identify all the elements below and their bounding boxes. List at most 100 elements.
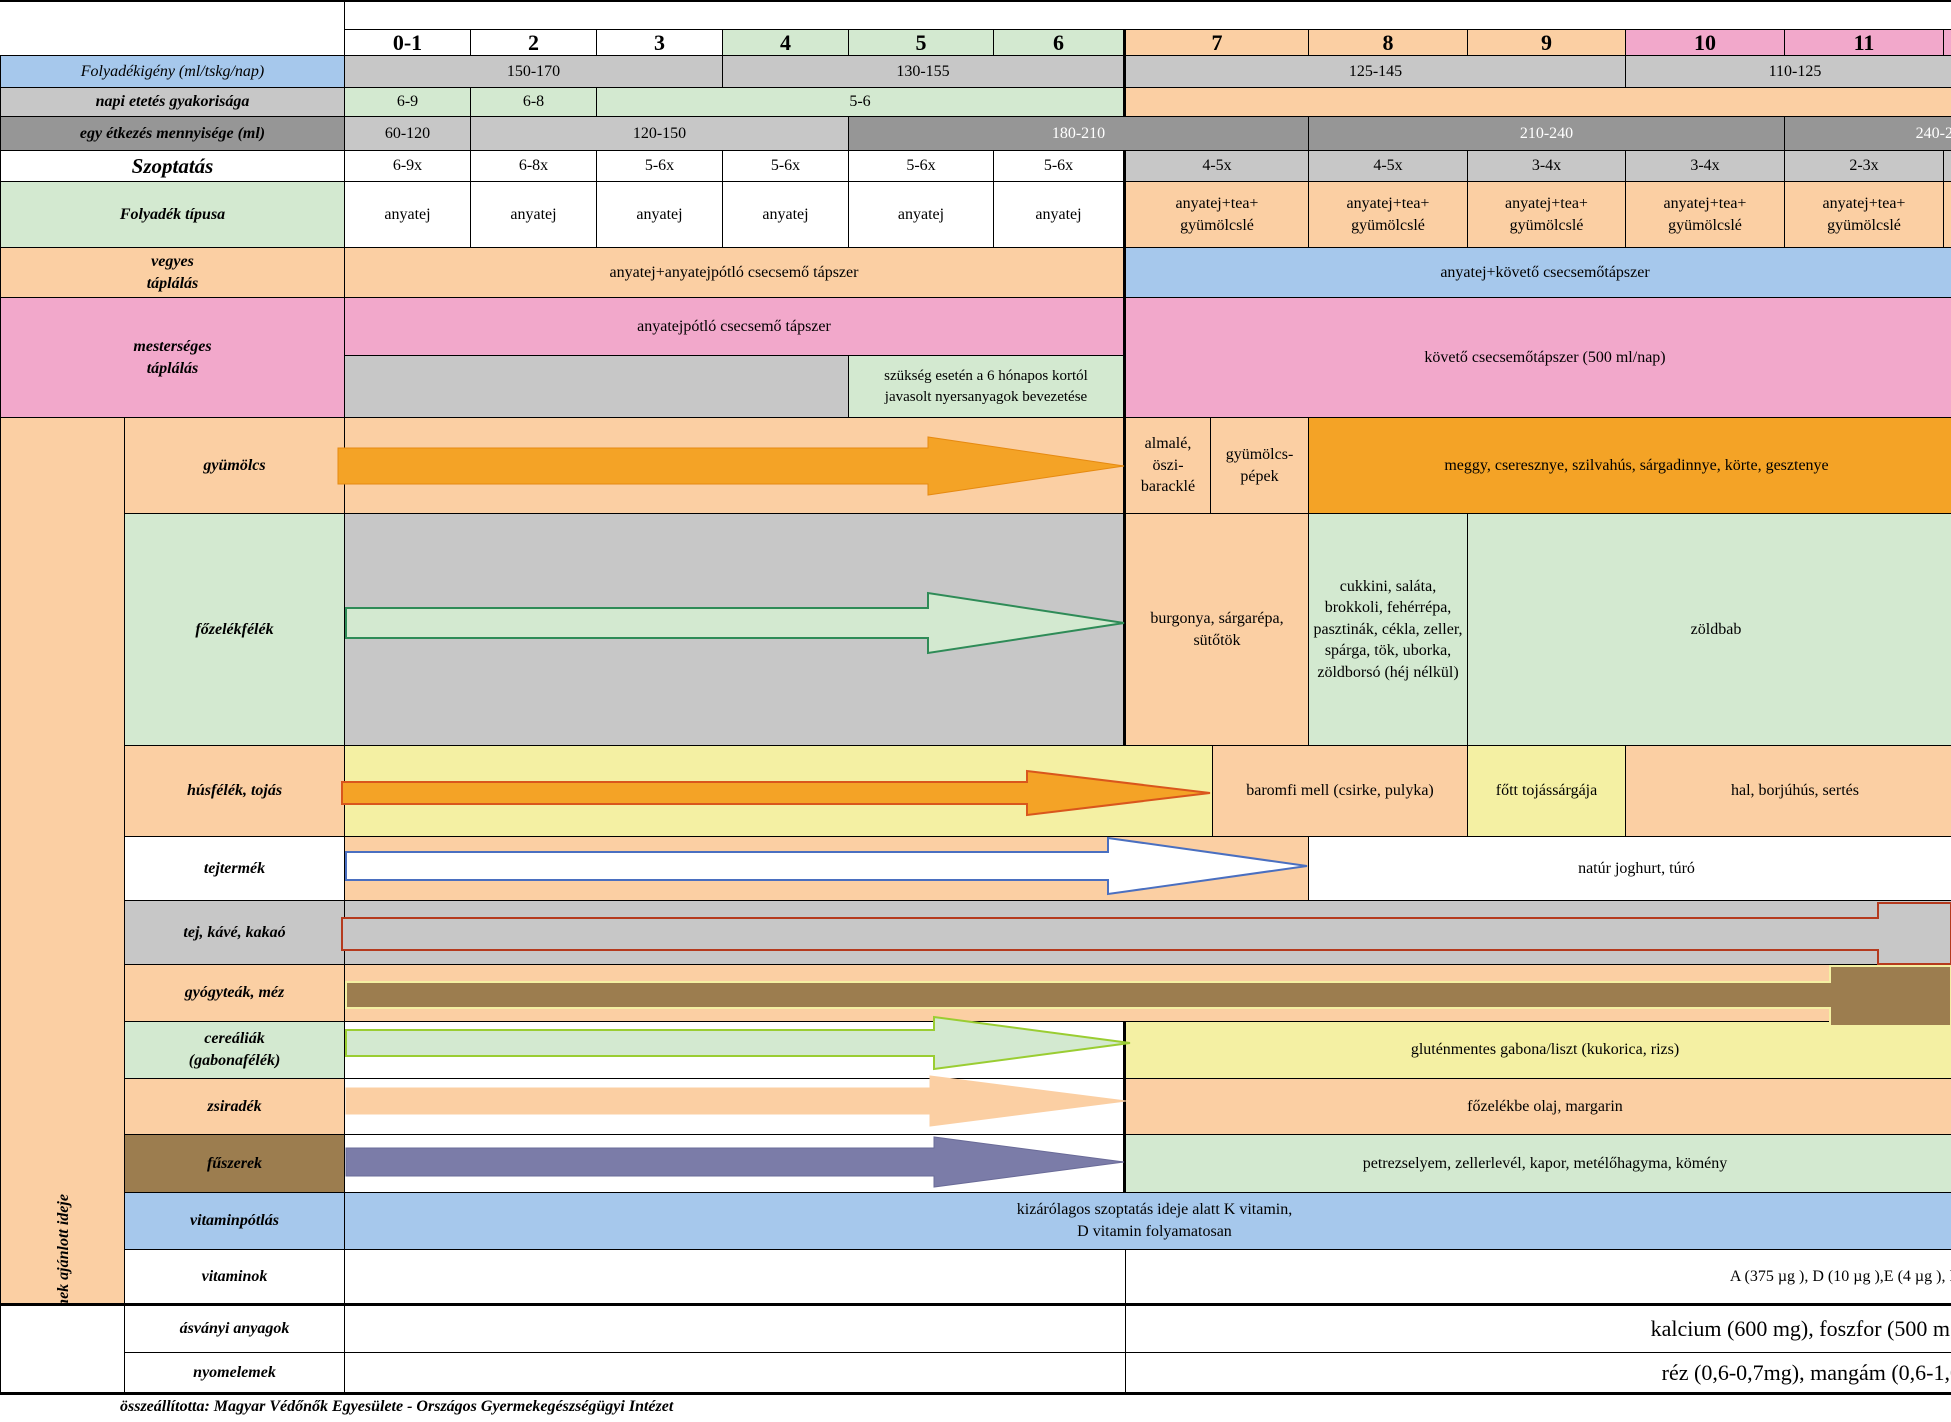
meat-arrow-icon — [341, 769, 1211, 817]
fluid-type-11-line2: gyümölcslé — [1827, 216, 1901, 234]
label-milk-coffee-cocoa: tej, kávé, kakaó — [124, 900, 345, 965]
label-artificial-feeding: mesterséges táplálás — [0, 297, 345, 418]
month-header-3: 3 — [596, 29, 723, 56]
month-header-2: 2 — [470, 29, 597, 56]
label-spices: fűszerek — [124, 1134, 345, 1193]
breastfeeding-8: 4-5x — [1308, 150, 1468, 182]
fluid-type-9: anyatej+tea+ gyümölcslé — [1467, 181, 1626, 248]
label-vegetables: főzelékfélék — [124, 513, 345, 746]
bottom-rule — [0, 1392, 1951, 1395]
vegetables-cell-3: zöldbab — [1467, 513, 1951, 746]
dairy-arrow-icon — [345, 836, 1308, 896]
artificial-note-line2: javasolt nyersanyagok bevezetése — [884, 388, 1088, 405]
feeding-freq-3-6: 5-6 — [596, 87, 1126, 117]
vegetables-arrow-icon — [345, 591, 1125, 655]
dairy-cell-1: natúr joghurt, túró — [1308, 836, 1951, 901]
breastfeeding-6: 5-6x — [993, 150, 1126, 182]
meal-amount-0-1: 60-120 — [344, 116, 471, 151]
breastfeeding-5: 5-6x — [848, 150, 994, 182]
label-cereals: cereáliák (gabonafélék) — [124, 1021, 345, 1079]
fluid-type-9-line2: gyümölcslé — [1509, 216, 1584, 234]
meat-cell-1: baromfi mell (csirke, pulyka) — [1212, 745, 1468, 837]
meal-amount-11-12: 240-25 — [1784, 116, 1951, 151]
label-meal-amount: egy étkezés mennyisége (ml) — [0, 116, 345, 151]
label-mixed-line1: vegyes — [151, 252, 194, 270]
fluid-type-3: anyatej — [596, 181, 723, 248]
label-vitamins: vitaminok — [124, 1249, 345, 1304]
fluid-type-10-line1: anyatej+tea+ — [1663, 194, 1747, 212]
header-top-strip — [344, 0, 1951, 30]
month-header-4: 4 — [722, 29, 849, 56]
fluid-type-4: anyatej — [722, 181, 849, 248]
fruit-cell-2: gyümölcs-pépek — [1210, 417, 1309, 514]
fluid-type-8-line1: anyatej+tea+ — [1346, 194, 1430, 212]
fluid-type-0-1: anyatej — [344, 181, 471, 248]
corner-cell — [0, 0, 345, 56]
fat-cell-1: főzelékbe olaj, margarin — [1125, 1078, 1951, 1135]
month-header-0-1: 0-1 — [344, 29, 471, 56]
breastfeeding-0-1: 6-9x — [344, 150, 471, 182]
fluid-type-5: anyatej — [848, 181, 994, 248]
vitamin-supp-line2: D vitamin folyamatosan — [1077, 1223, 1232, 1240]
fruit-arrow-icon — [337, 436, 1125, 496]
label-fluid-need: Folyadékigény (ml/tskg/nap) — [0, 55, 345, 88]
meal-amount-2-4: 120-150 — [470, 116, 849, 151]
fluid-need-7-9: 125-145 — [1125, 55, 1626, 88]
month-header-5: 5 — [848, 29, 994, 56]
label-trace-elements: nyomelemek — [124, 1352, 345, 1393]
fluid-need-0-3: 150-170 — [344, 55, 723, 88]
meat-cell-3: hal, borjúhús, sertés — [1625, 745, 1951, 837]
fruit-cell-3: meggy, cseresznye, szilvahús, sárgadinny… — [1308, 417, 1951, 514]
spices-cell-1: petrezselyem, zellerlevél, kapor, metélő… — [1125, 1134, 1951, 1193]
fluid-type-10-line2: gyümölcslé — [1668, 216, 1742, 234]
footer-credit: összeállította: Magyar Védőnők Egyesület… — [120, 1398, 674, 1415]
minerals-cell-1: kalcium (600 mg), foszfor (500 mg — [1125, 1303, 1951, 1353]
label-artificial-line1: mesterséges — [133, 337, 212, 355]
artificial-note: szükség esetén a 6 hónapos kortól javasol… — [848, 355, 1126, 418]
vitamins-early — [344, 1249, 1126, 1304]
fluid-type-7-line2: gyümölcslé — [1180, 216, 1254, 234]
fluid-type-7-line1: anyatej+tea+ — [1175, 194, 1259, 212]
spices-arrow-icon — [345, 1136, 1125, 1188]
cereals-arrow-icon — [345, 1015, 1131, 1071]
label-feeding-frequency: napi etetés gyakorisága — [0, 87, 345, 117]
artificial-note-line1: szükség esetén a 6 hónapos kortól — [884, 368, 1088, 385]
artificial-feeding-late: követő csecsemőtápszer (500 ml/nap) — [1125, 297, 1951, 418]
meat-cell-2: főtt tojássárgája — [1467, 745, 1626, 837]
mixed-feeding-late: anyatej+követő csecsemőtápszer — [1125, 247, 1951, 298]
feeding-freq-0-1: 6-9 — [344, 87, 471, 117]
label-cereals-line2: (gabonafélék) — [188, 1052, 281, 1069]
fruit-cell-1: almalé, öszi-baracklé — [1125, 417, 1211, 514]
vitamin-supp-line1: kizárólagos szoptatás ideje alatt K vita… — [1016, 1201, 1293, 1219]
vitamins-cell-1: A (375 µg ), D (10 µg ),E (4 µg ), K — [1125, 1249, 1951, 1304]
month-header-7: 7 — [1125, 29, 1309, 56]
vegetables-cell-1: burgonya, sárgarépa, sütőtök — [1125, 513, 1309, 746]
feeding-freq-2: 6-8 — [470, 87, 597, 117]
label-fruit: gyümölcs — [124, 417, 345, 514]
label-minerals: ásványi anyagok — [124, 1303, 345, 1353]
fluid-type-10: anyatej+tea+ gyümölcslé — [1625, 181, 1785, 248]
label-mixed-feeding: vegyes táplálás — [0, 247, 345, 298]
trace-cell-1: réz (0,6-0,7mg), mangám (0,6-1,0 — [1125, 1352, 1951, 1393]
breastfeeding-11: 2-3x — [1784, 150, 1944, 182]
label-mixed-line2: táplálás — [146, 274, 199, 292]
side-label-cell: Bevezetésének ajánlott ideje — [0, 417, 125, 1304]
tea-arrow-icon — [345, 965, 1951, 1027]
fat-arrow-icon — [345, 1075, 1127, 1127]
fluid-type-9-line1: anyatej+tea+ — [1505, 194, 1588, 212]
fluid-type-8-line2: gyümölcslé — [1351, 216, 1425, 234]
breastfeeding-2: 6-8x — [470, 150, 597, 182]
milk-arrow-icon — [341, 902, 1951, 965]
label-fluid-type: Folyadék típusa — [0, 181, 345, 248]
fluid-type-11-line1: anyatej+tea+ — [1822, 194, 1906, 212]
breastfeeding-4: 5-6x — [722, 150, 849, 182]
month-header-11: 11 — [1784, 29, 1944, 56]
label-artificial-line2: táplálás — [146, 359, 199, 377]
breastfeeding-9: 3-4x — [1467, 150, 1626, 182]
artificial-feeding-early: anyatejpótló csecsemő tápszer — [344, 297, 1126, 356]
meal-amount-5-7: 180-210 — [848, 116, 1309, 151]
label-cereals-line1: cereáliák — [204, 1030, 265, 1048]
fluid-type-6: anyatej — [993, 181, 1126, 248]
